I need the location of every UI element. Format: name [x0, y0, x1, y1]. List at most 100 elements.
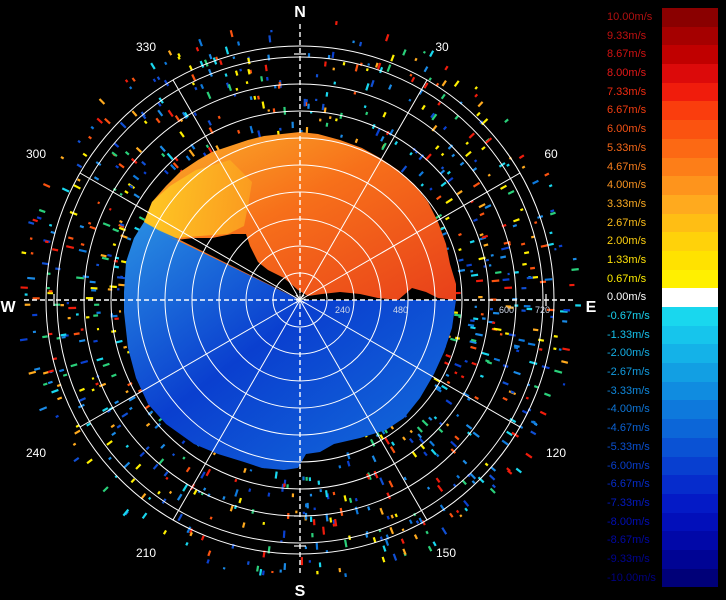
- clutter-return: [367, 63, 371, 66]
- clutter-return: [468, 132, 475, 139]
- clutter-return: [346, 460, 351, 467]
- clutter-return: [168, 490, 173, 495]
- clutter-return: [106, 440, 113, 446]
- clutter-return: [68, 306, 77, 310]
- clutter-return: [421, 104, 426, 111]
- clutter-return: [332, 523, 336, 527]
- clutter-return: [163, 79, 170, 87]
- clutter-return: [382, 111, 387, 118]
- clutter-return: [160, 443, 166, 449]
- clutter-return: [506, 467, 511, 472]
- clutter-return: [247, 68, 251, 75]
- legend-entry: 10.00m/s: [604, 8, 726, 27]
- clutter-return: [506, 163, 510, 167]
- clutter-return: [428, 416, 433, 421]
- clutter-return: [302, 511, 305, 515]
- clutter-return: [475, 332, 483, 337]
- clutter-return: [38, 208, 46, 214]
- clutter-return: [239, 68, 242, 72]
- clutter-return: [575, 304, 581, 307]
- legend-label: -0.67m/s: [607, 310, 650, 322]
- clutter-return: [80, 328, 84, 331]
- clutter-return: [523, 251, 530, 255]
- legend-label: 3.33m/s: [607, 197, 647, 210]
- clutter-return: [217, 115, 221, 120]
- clutter-return: [484, 204, 492, 210]
- clutter-return: [267, 109, 270, 112]
- clutter-return: [325, 490, 329, 498]
- clutter-return: [179, 131, 185, 138]
- legend-label: -3.33m/s: [607, 384, 650, 397]
- clutter-return: [193, 112, 198, 117]
- clutter-return: [541, 365, 550, 370]
- clutter-return: [530, 430, 537, 436]
- compass-north: N: [294, 4, 306, 21]
- legend-entry: -5.33m/s: [604, 437, 726, 457]
- clutter-return: [186, 526, 192, 534]
- clutter-return: [98, 98, 106, 105]
- clutter-return: [456, 474, 461, 479]
- clutter-return: [113, 259, 119, 263]
- clutter-return: [354, 138, 359, 144]
- clutter-return: [462, 459, 468, 465]
- clutter-return: [145, 422, 151, 427]
- legend-entry: -0.67m/s: [604, 307, 726, 326]
- clutter-return: [504, 286, 513, 290]
- clutter-return: [79, 387, 85, 392]
- clutter-return: [78, 339, 86, 343]
- clutter-return: [454, 115, 460, 120]
- clutter-return: [24, 303, 31, 306]
- clutter-return: [411, 450, 418, 458]
- legend-entry: 9.33m/s: [604, 26, 726, 46]
- clutter-return: [150, 62, 156, 70]
- clutter-return: [113, 265, 119, 269]
- clutter-return: [478, 295, 483, 299]
- clutter-return: [423, 82, 429, 89]
- clutter-return: [234, 70, 239, 76]
- clutter-return: [76, 163, 83, 169]
- legend-label: 6.00m/s: [607, 123, 647, 136]
- legend-entry: -6.67m/s: [604, 475, 726, 494]
- clutter-return: [332, 491, 336, 496]
- legend-label: -4.00m/s: [607, 403, 650, 416]
- clutter-return: [135, 146, 143, 154]
- clutter-return: [530, 235, 535, 239]
- clutter-return: [445, 423, 450, 427]
- clutter-return: [319, 489, 322, 493]
- clutter-return: [115, 339, 123, 344]
- clutter-return: [514, 346, 519, 350]
- clutter-return: [259, 568, 263, 576]
- clutter-return: [379, 507, 384, 515]
- legend-swatch: [662, 400, 718, 420]
- clutter-return: [271, 570, 274, 574]
- clutter-return: [139, 451, 146, 458]
- legend-swatch: [662, 8, 718, 27]
- clutter-return: [237, 41, 241, 46]
- clutter-return: [389, 526, 395, 535]
- clutter-return: [554, 369, 563, 374]
- legend-swatch: [662, 381, 718, 401]
- clutter-return: [110, 314, 118, 318]
- clutter-return: [484, 462, 489, 467]
- clutter-return: [177, 513, 183, 522]
- clutter-return: [157, 490, 161, 495]
- clutter-return: [450, 337, 458, 342]
- clutter-return: [508, 333, 516, 337]
- bearing-label: 210: [136, 546, 156, 560]
- clutter-return: [116, 424, 122, 429]
- clutter-return: [170, 163, 177, 171]
- clutter-return: [42, 371, 49, 375]
- clutter-return: [416, 426, 423, 433]
- clutter-return: [189, 531, 193, 537]
- clutter-return: [503, 240, 511, 245]
- clutter-return: [469, 239, 475, 244]
- clutter-return: [394, 140, 398, 146]
- legend-entry: 4.00m/s: [604, 176, 726, 195]
- clutter-return: [307, 103, 310, 109]
- clutter-return: [492, 311, 500, 315]
- clutter-return: [256, 565, 260, 572]
- clutter-return: [386, 64, 392, 72]
- clutter-return: [332, 67, 336, 71]
- clutter-return: [458, 248, 462, 252]
- clutter-return: [24, 293, 28, 296]
